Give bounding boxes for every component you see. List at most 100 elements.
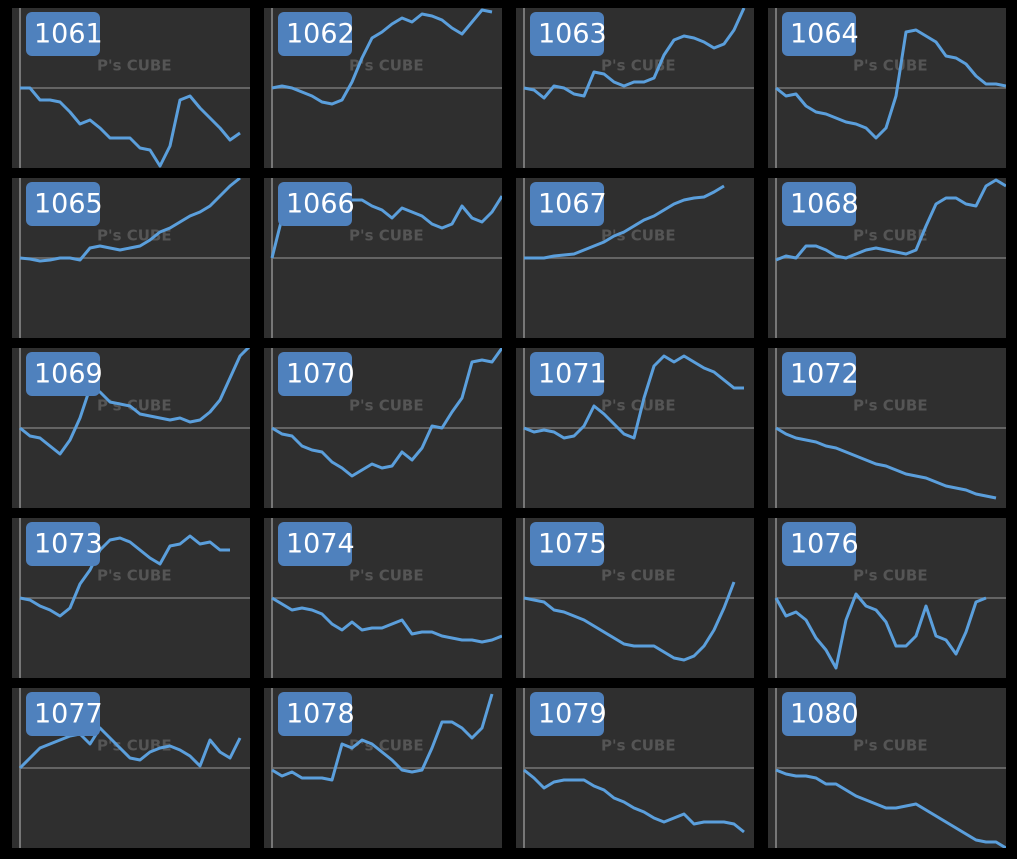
watermark: P's CUBE [601,397,676,415]
series-line [775,768,1006,848]
label-box [782,692,856,736]
chart-panel: P's CUBE 1069 [12,348,250,508]
watermark: P's CUBE [97,227,172,245]
label-box [530,522,604,566]
watermark: P's CUBE [97,737,172,755]
chart-title: 1069 [34,359,103,390]
series-line [775,28,1006,140]
series-line [523,8,746,100]
label-box [278,182,352,226]
label-box [278,12,352,56]
chart-title: 1063 [538,19,607,50]
chart-panel: P's CUBE 1072 [768,348,1006,508]
label-box [278,692,352,736]
series-line [523,581,736,662]
series-line [523,768,745,834]
label-box [26,182,100,226]
chart-title: 1079 [538,699,607,730]
label-box [782,352,856,396]
watermark: P's CUBE [349,227,424,245]
chart-panel: P's CUBE 1075 [516,518,754,678]
series-line [271,693,494,782]
series-line [18,726,242,770]
chart-panel: P's CUBE 1076 [768,518,1006,678]
chart-panel: P's CUBE 1064 [768,8,1006,168]
chart-panel: P's CUBE 1068 [768,178,1006,338]
chart-title: 1072 [790,359,859,390]
label-box [782,182,856,226]
chart-title: 1065 [34,189,103,220]
series-line [271,348,502,478]
series-line [271,596,502,644]
chart-title: 1061 [34,19,103,50]
chart-panel: P's CUBE 1070 [264,348,502,508]
chart-panel: P's CUBE 1071 [516,348,754,508]
label-box [530,182,604,226]
label-box [530,12,604,56]
watermark: P's CUBE [601,567,676,585]
label-box [26,352,100,396]
watermark: P's CUBE [349,737,424,755]
chart-title: 1064 [790,19,859,50]
chart-panel: P's CUBE 1067 [516,178,754,338]
label-box [26,692,100,736]
watermark: P's CUBE [601,227,676,245]
series-line [523,354,744,440]
chart-title: 1070 [286,359,355,390]
watermark: P's CUBE [853,227,928,245]
chart-title: 1066 [286,189,355,220]
series-line [19,348,250,456]
watermark: P's CUBE [853,567,928,585]
chart-panel: P's CUBE 1079 [516,688,754,848]
chart-panel: P's CUBE 1065 [12,178,250,338]
watermark: P's CUBE [349,57,424,75]
chart-panel: P's CUBE 1078 [264,688,502,848]
label-box [530,692,604,736]
label-box [26,12,100,56]
chart-panel: P's CUBE 1066 [264,178,502,338]
series-line [19,534,230,618]
label-box [278,522,352,566]
chart-panel: P's CUBE 1077 [12,688,250,848]
watermark: P's CUBE [97,567,172,585]
watermark: P's CUBE [601,57,676,75]
series-line [271,8,493,106]
chart-panel: P's CUBE 1080 [768,688,1006,848]
chart-title: 1076 [790,529,859,560]
label-box [278,352,352,396]
series-line [524,184,725,260]
series-line [775,426,997,500]
series-line [775,178,1006,262]
label-box [782,12,856,56]
chart-title: 1068 [790,189,859,220]
series-line [19,178,241,263]
label-box [26,522,100,566]
watermark: P's CUBE [97,57,172,75]
chart-title: 1077 [34,699,103,730]
label-box [530,352,604,396]
chart-title: 1074 [286,529,355,560]
watermark: P's CUBE [853,397,928,415]
series-line [20,86,241,168]
chart-panel: P's CUBE 1073 [12,518,250,678]
chart-title: 1062 [286,19,355,50]
watermark: P's CUBE [601,737,676,755]
chart-title: 1078 [286,699,355,730]
chart-title: 1073 [34,529,103,560]
watermark: P's CUBE [349,567,424,585]
watermark: P's CUBE [349,397,424,415]
watermark: P's CUBE [97,397,172,415]
label-box [782,522,856,566]
watermark: P's CUBE [853,57,928,75]
chart-title: 1075 [538,529,607,560]
chart-panel: P's CUBE 1062 [264,8,502,168]
chart-panel: P's CUBE 1061 [12,8,250,168]
chart-title: 1080 [790,699,859,730]
chart-title: 1067 [538,189,607,220]
watermark: P's CUBE [853,737,928,755]
chart-panel: P's CUBE 1074 [264,518,502,678]
series-line [774,592,987,670]
chart-panel: P's CUBE 1063 [516,8,754,168]
